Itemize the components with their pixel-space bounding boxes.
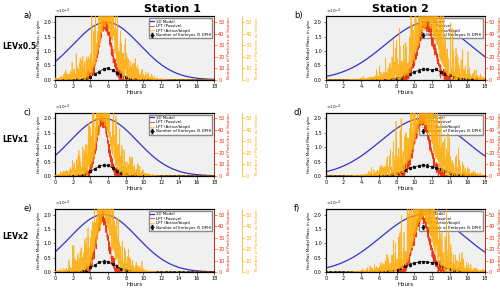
Y-axis label: Number of Particles at Station: Number of Particles at Station	[227, 17, 231, 79]
Text: LEVx2: LEVx2	[2, 232, 29, 241]
Y-axis label: Hec/Ras Model Mass, in g/m: Hec/Ras Model Mass, in g/m	[308, 19, 312, 77]
Y-axis label: Number of Particles at Station: Number of Particles at Station	[255, 113, 259, 175]
Legend: 1D Model, LPT (Passive), LPT (Active/biopt), Number of Embryos (5 DPH): 1D Model, LPT (Passive), LPT (Active/bio…	[148, 211, 212, 231]
X-axis label: Hours: Hours	[126, 90, 142, 95]
Text: $\times 10^{-4}$: $\times 10^{-4}$	[326, 199, 340, 208]
Text: c): c)	[23, 108, 31, 117]
Text: e): e)	[23, 204, 32, 213]
Text: LEVx0.5: LEVx0.5	[2, 42, 36, 51]
Text: LEVx1: LEVx1	[2, 135, 29, 144]
Text: $\times 10^{-4}$: $\times 10^{-4}$	[55, 7, 70, 16]
Y-axis label: Number of Particles at Station: Number of Particles at Station	[227, 113, 231, 175]
Text: b): b)	[294, 11, 302, 20]
Y-axis label: Hec/Ras Model Mass, in g/m: Hec/Ras Model Mass, in g/m	[308, 116, 312, 173]
Y-axis label: Number of Particles at Station: Number of Particles at Station	[498, 210, 500, 271]
Legend: 1D Model, LPT (Passive), LPT (Active/biopt), Number of Embryos (5 DPH): 1D Model, LPT (Passive), LPT (Active/bio…	[420, 211, 483, 231]
Text: $\times 10^{-4}$: $\times 10^{-4}$	[326, 103, 340, 112]
Text: $\times 10^{-4}$: $\times 10^{-4}$	[326, 7, 340, 16]
X-axis label: Hours: Hours	[126, 282, 142, 287]
Text: $\times 10^{-4}$: $\times 10^{-4}$	[55, 103, 70, 112]
X-axis label: Hours: Hours	[398, 186, 413, 191]
Legend: 1D Model, LPT (Passive), LPT (Active/biopt), Number of Embryos (5 DPH): 1D Model, LPT (Passive), LPT (Active/bio…	[420, 115, 483, 135]
Text: Station 1: Station 1	[144, 4, 201, 14]
Legend: 1D Model, LPT (Passive), LPT (Active/biopt), Number of Embryos (5 DPH): 1D Model, LPT (Passive), LPT (Active/bio…	[148, 115, 212, 135]
Legend: 1D Model, LPT (Passive), LPT (Active/biopt), Number of Embryos (5 DPH): 1D Model, LPT (Passive), LPT (Active/bio…	[148, 19, 212, 39]
Y-axis label: Number of Particles at Station: Number of Particles at Station	[255, 210, 259, 271]
Text: d): d)	[294, 108, 302, 117]
Y-axis label: Number of Particles at Station: Number of Particles at Station	[498, 17, 500, 79]
Y-axis label: Number of Particles at Station: Number of Particles at Station	[227, 210, 231, 271]
Y-axis label: Hec/Ras Model Mass, in g/m: Hec/Ras Model Mass, in g/m	[36, 116, 40, 173]
Text: f): f)	[294, 204, 300, 213]
Legend: 1D Model, LPT (Passive), LPT (Active/biopt), Number of Embryos (5 DPH): 1D Model, LPT (Passive), LPT (Active/bio…	[420, 19, 483, 39]
Y-axis label: Hec/Ras Model Mass, in g/m: Hec/Ras Model Mass, in g/m	[308, 212, 312, 269]
Y-axis label: Number of Particles at Station: Number of Particles at Station	[498, 113, 500, 175]
Y-axis label: Hec/Ras Model Mass, in g/m: Hec/Ras Model Mass, in g/m	[36, 212, 40, 269]
Text: Station 2: Station 2	[372, 4, 428, 14]
Y-axis label: Hec/Ras Model Mass, in g/m: Hec/Ras Model Mass, in g/m	[36, 19, 40, 77]
X-axis label: Hours: Hours	[126, 186, 142, 191]
Text: $\times 10^{-4}$: $\times 10^{-4}$	[55, 199, 70, 208]
Y-axis label: Number of Particles at Station: Number of Particles at Station	[255, 17, 259, 79]
Text: a): a)	[23, 11, 32, 20]
X-axis label: Hours: Hours	[398, 90, 413, 95]
X-axis label: Hours: Hours	[398, 282, 413, 287]
